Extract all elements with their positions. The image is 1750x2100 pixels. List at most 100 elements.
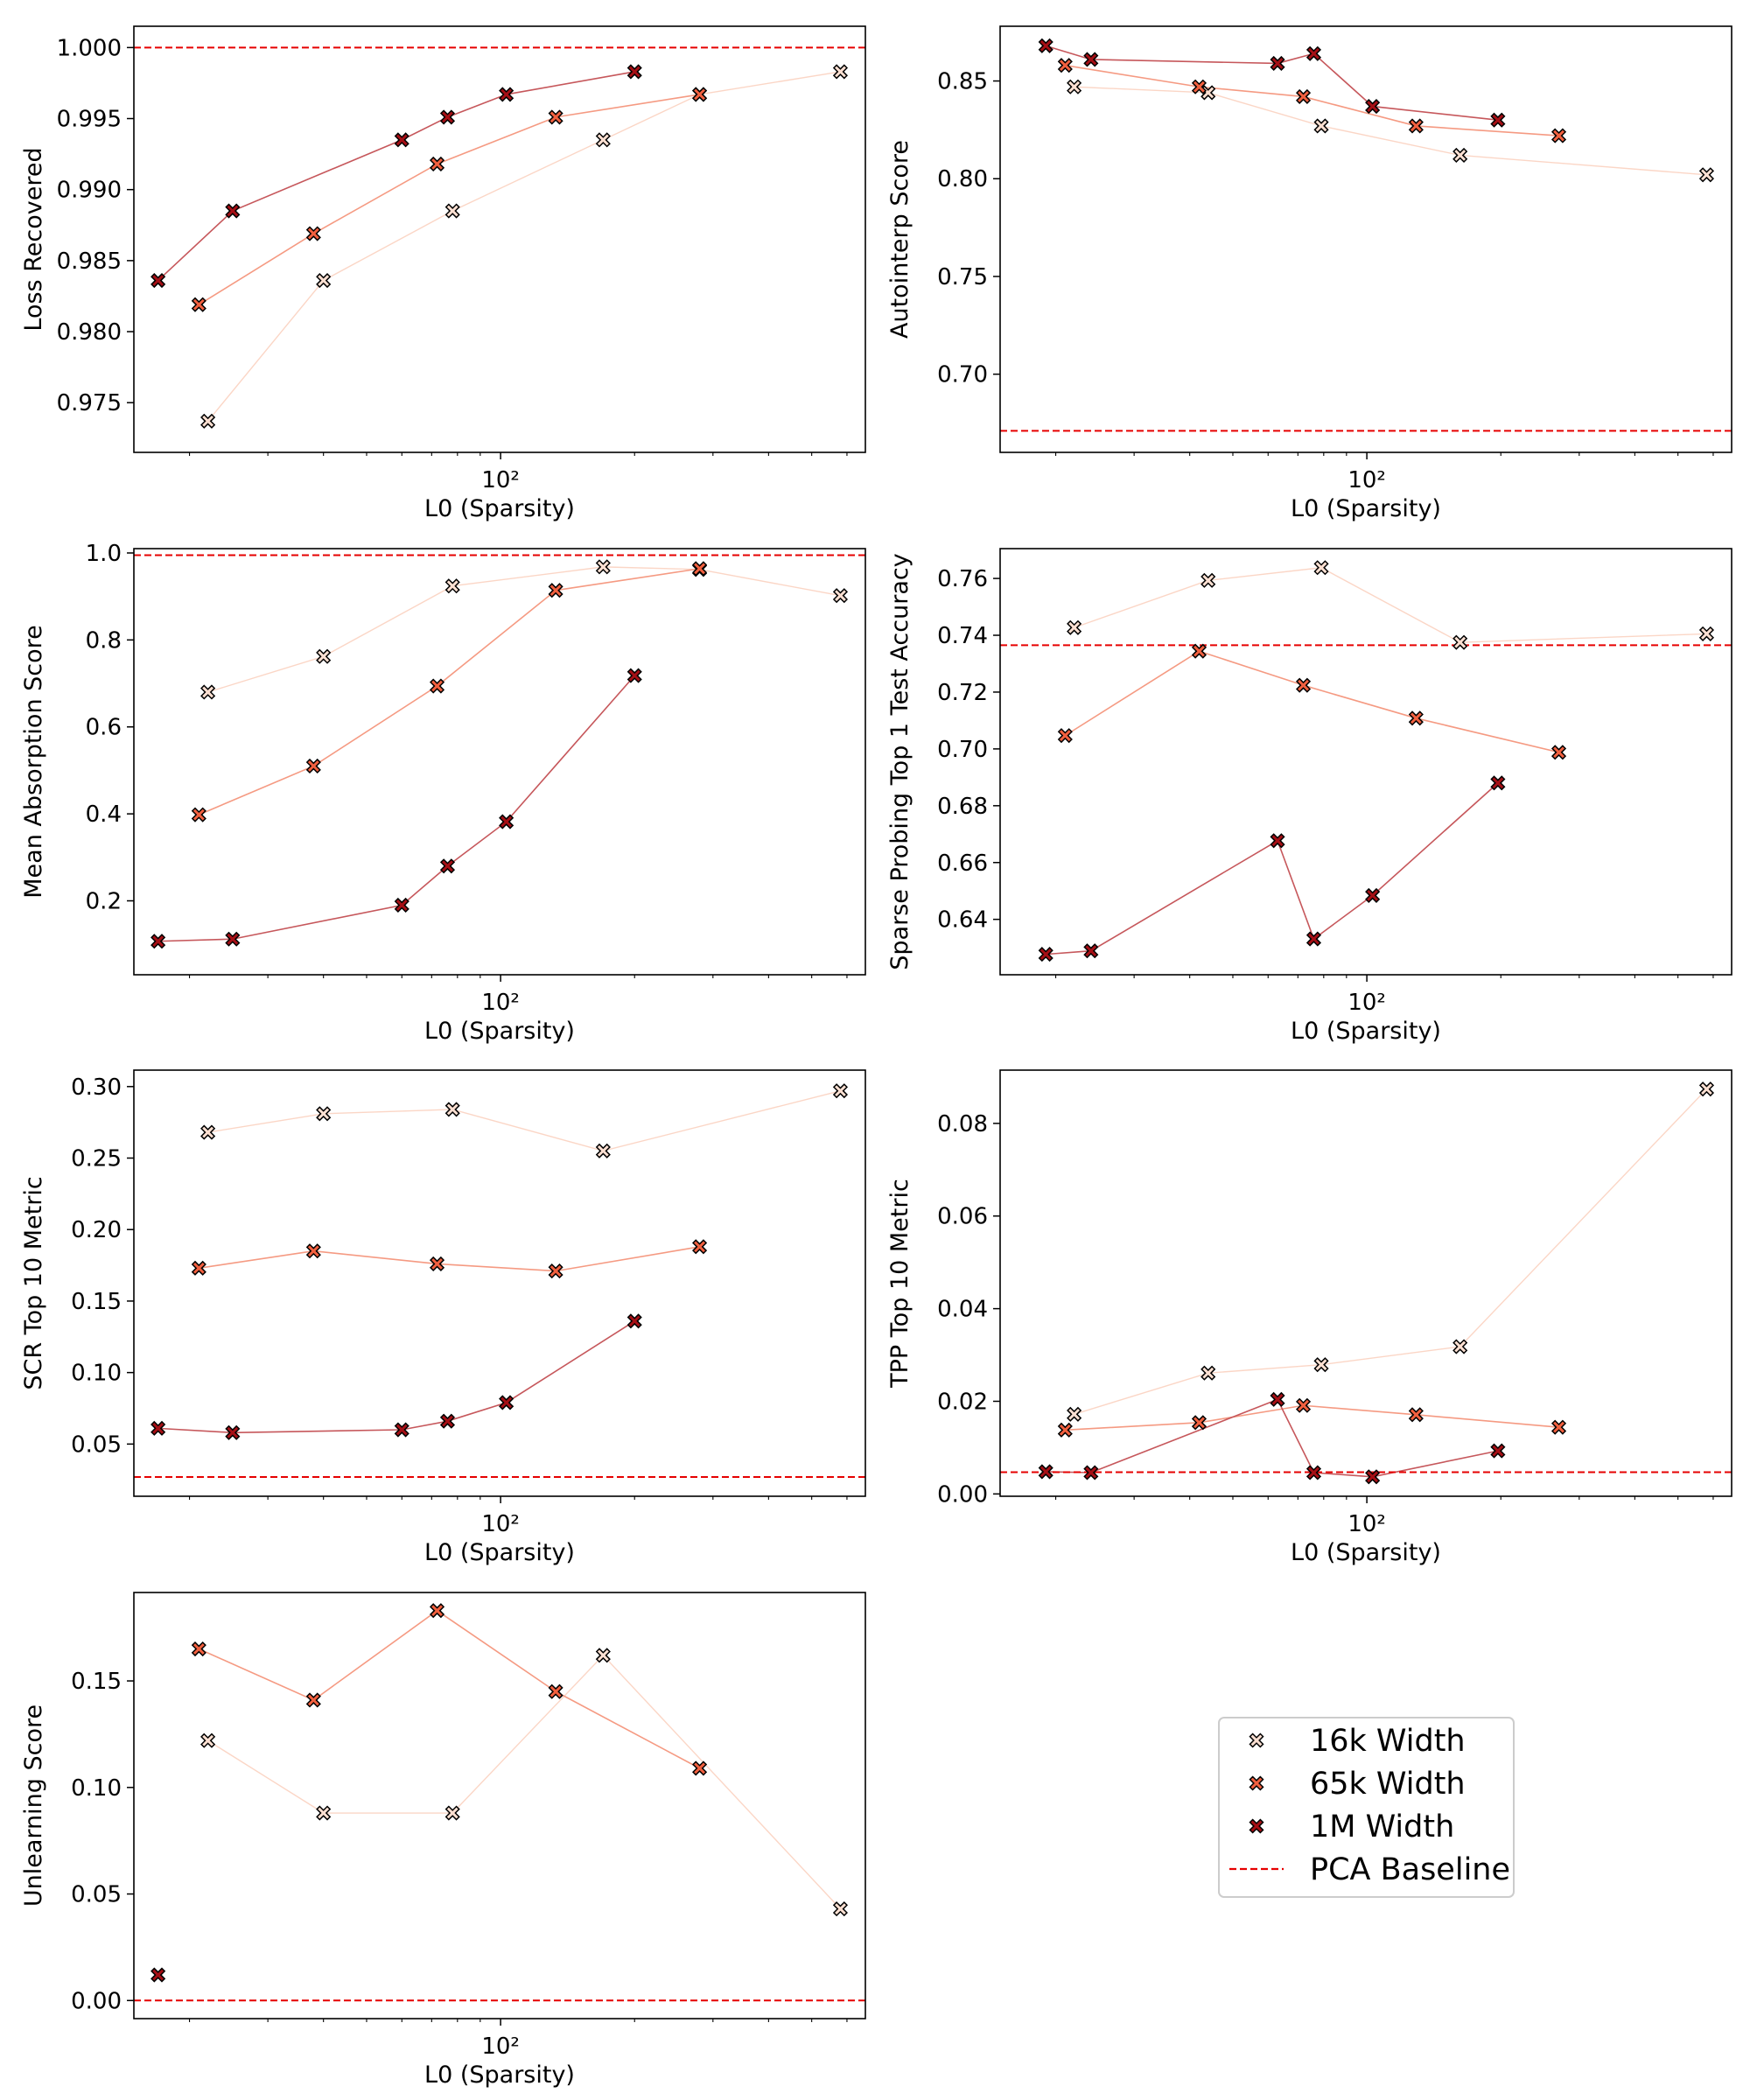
data-point-w1m bbox=[499, 814, 514, 830]
data-point-w1m bbox=[626, 64, 642, 80]
legend-label-16k: 16k Width bbox=[1310, 1724, 1466, 1759]
y-tick-label: 0.04 bbox=[937, 1297, 988, 1323]
y-tick-label: 0.08 bbox=[937, 1111, 988, 1138]
data-point-w16k bbox=[595, 559, 611, 575]
data-point-w1m bbox=[225, 931, 241, 947]
data-point-w1m bbox=[1083, 52, 1099, 67]
x-axis-label: L0 (Sparsity) bbox=[424, 1539, 575, 1566]
x-axis-label: L0 (Sparsity) bbox=[424, 2062, 575, 2089]
data-point-w16k bbox=[1200, 1365, 1216, 1381]
legend-label-65k: 65k Width bbox=[1310, 1767, 1466, 1802]
series-line-w1m bbox=[1045, 45, 1498, 122]
data-point-w1m bbox=[1306, 1465, 1322, 1480]
legend-entry-1m: 1M Width bbox=[1249, 1810, 1454, 1844]
y-tick-label: 0.02 bbox=[937, 1389, 988, 1415]
data-point-w1m bbox=[150, 1420, 166, 1436]
data-point-w1m bbox=[150, 934, 166, 949]
x-tick-label: 10² bbox=[1348, 467, 1386, 494]
data-point-w16k bbox=[595, 1143, 611, 1158]
y-tick-label: 0.4 bbox=[86, 802, 122, 828]
x-axis-label: L0 (Sparsity) bbox=[424, 1018, 575, 1045]
data-point-w1m bbox=[439, 858, 456, 874]
data-point-w65k bbox=[429, 1603, 445, 1619]
y-tick-label: 0.05 bbox=[71, 1432, 122, 1458]
data-point-w16k bbox=[832, 1901, 849, 1917]
data-point-w16k bbox=[595, 1648, 611, 1663]
y-tick-label: 0.985 bbox=[57, 248, 122, 275]
data-point-w65k bbox=[548, 583, 564, 598]
y-tick-label: 0.15 bbox=[71, 1669, 122, 1695]
data-point-w1m bbox=[1038, 947, 1054, 962]
data-point-w16k bbox=[1452, 634, 1468, 650]
y-tick-label: 0.80 bbox=[937, 166, 988, 192]
data-point-w1m bbox=[626, 668, 642, 683]
y-tick-label: 0.70 bbox=[937, 362, 988, 388]
series-line-w16k bbox=[207, 71, 841, 422]
data-point-w1m bbox=[626, 1313, 642, 1329]
data-point-w16k bbox=[832, 1083, 849, 1099]
data-point-w1m bbox=[394, 897, 410, 914]
legend-marker-shape-w65k bbox=[1249, 1775, 1264, 1791]
legend-marker-shape-w1m bbox=[1249, 1818, 1264, 1834]
data-point-w65k bbox=[1408, 710, 1424, 726]
data-point-w1m bbox=[439, 1413, 456, 1429]
data-point-w1m bbox=[1270, 55, 1285, 72]
legend-frame bbox=[1218, 1717, 1515, 1898]
y-tick-label: 0.990 bbox=[57, 178, 122, 204]
data-point-w65k bbox=[1295, 88, 1312, 104]
data-point-w16k bbox=[444, 1102, 460, 1117]
legend-entry-16k: 16k Width bbox=[1249, 1724, 1466, 1759]
legend-marker-16k bbox=[1249, 1732, 1264, 1748]
data-point-w65k bbox=[1295, 677, 1312, 693]
x-tick-label: 10² bbox=[481, 990, 520, 1016]
x-axis-label: L0 (Sparsity) bbox=[424, 495, 575, 522]
axes-frame bbox=[999, 548, 1732, 976]
y-tick-label: 0.06 bbox=[937, 1204, 988, 1230]
data-point-w1m bbox=[499, 87, 514, 102]
data-point-w16k bbox=[832, 64, 849, 80]
data-point-w16k bbox=[316, 1106, 332, 1122]
data-point-w1m bbox=[394, 1422, 410, 1438]
data-point-w1m bbox=[499, 1395, 514, 1410]
series-line-w1m bbox=[158, 1320, 635, 1434]
data-point-w65k bbox=[305, 1243, 321, 1259]
y-axis-label: SCR Top 10 Metric bbox=[20, 1176, 47, 1390]
x-axis-label: L0 (Sparsity) bbox=[1291, 1018, 1441, 1045]
data-point-w1m bbox=[1083, 1465, 1099, 1480]
data-point-w1m bbox=[1038, 38, 1054, 53]
y-tick-label: 0.6 bbox=[86, 715, 122, 741]
data-point-w65k bbox=[548, 1684, 564, 1699]
data-point-w65k bbox=[1057, 1422, 1073, 1438]
data-point-w16k bbox=[1313, 1357, 1329, 1373]
axes-frame bbox=[133, 548, 866, 976]
y-tick-label: 1.000 bbox=[57, 35, 122, 61]
y-tick-label: 1.0 bbox=[86, 541, 122, 567]
data-point-w16k bbox=[200, 413, 216, 429]
y-axis-label: Loss Recovered bbox=[20, 147, 47, 331]
y-tick-label: 0.74 bbox=[937, 623, 988, 649]
data-point-w65k bbox=[305, 226, 321, 242]
data-point-w65k bbox=[1295, 1397, 1312, 1413]
axes-frame bbox=[999, 1069, 1732, 1497]
data-point-w65k bbox=[191, 1641, 206, 1657]
data-point-w65k bbox=[548, 109, 564, 125]
data-point-w65k bbox=[429, 156, 445, 172]
y-tick-label: 0.76 bbox=[937, 566, 988, 592]
data-point-w16k bbox=[1452, 1339, 1468, 1354]
y-tick-label: 0.980 bbox=[57, 319, 122, 346]
y-axis-label: Sparse Probing Top 1 Test Accuracy bbox=[886, 553, 914, 970]
data-point-w1m bbox=[1365, 1469, 1381, 1485]
y-tick-label: 0.75 bbox=[937, 264, 988, 290]
y-tick-label: 0.00 bbox=[937, 1481, 988, 1508]
data-point-w16k bbox=[444, 578, 460, 594]
x-tick-label: 10² bbox=[1348, 1511, 1386, 1537]
y-axis-label: Mean Absorption Score bbox=[20, 625, 47, 899]
data-point-w1m bbox=[1270, 833, 1285, 849]
y-tick-label: 0.10 bbox=[71, 1361, 122, 1387]
y-tick-label: 0.10 bbox=[71, 1775, 122, 1802]
data-point-w65k bbox=[692, 1760, 708, 1776]
